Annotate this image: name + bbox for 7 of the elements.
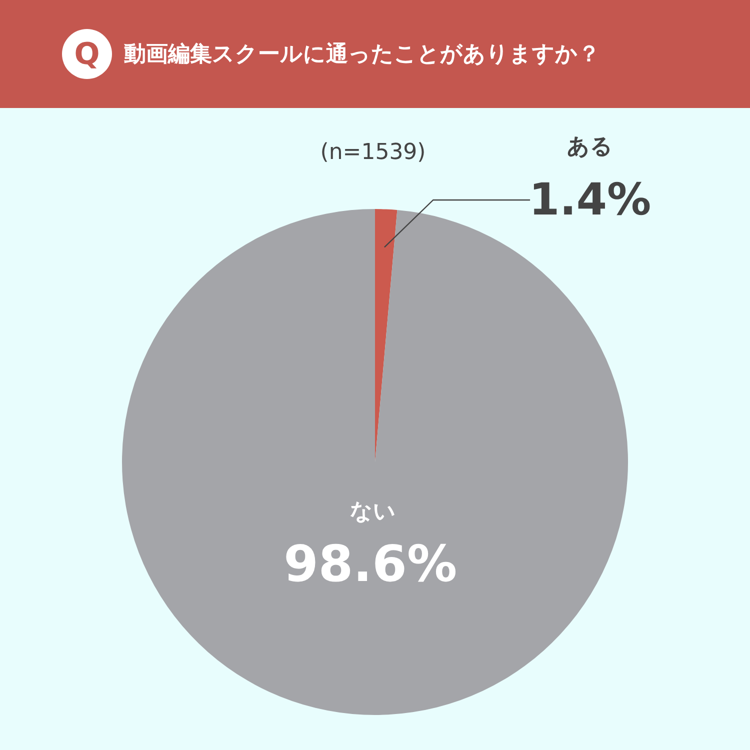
chart-title: 動画編集スクールに通ったことがありますか？ [124,41,600,69]
slice-label: ある [567,134,614,160]
data-label: 1.4% [529,174,652,226]
chart-subtitle: (n=1539) [319,140,427,165]
slice-label: ない [350,499,396,524]
data-label: 98.6% [284,535,458,594]
text: Q [62,29,112,79]
